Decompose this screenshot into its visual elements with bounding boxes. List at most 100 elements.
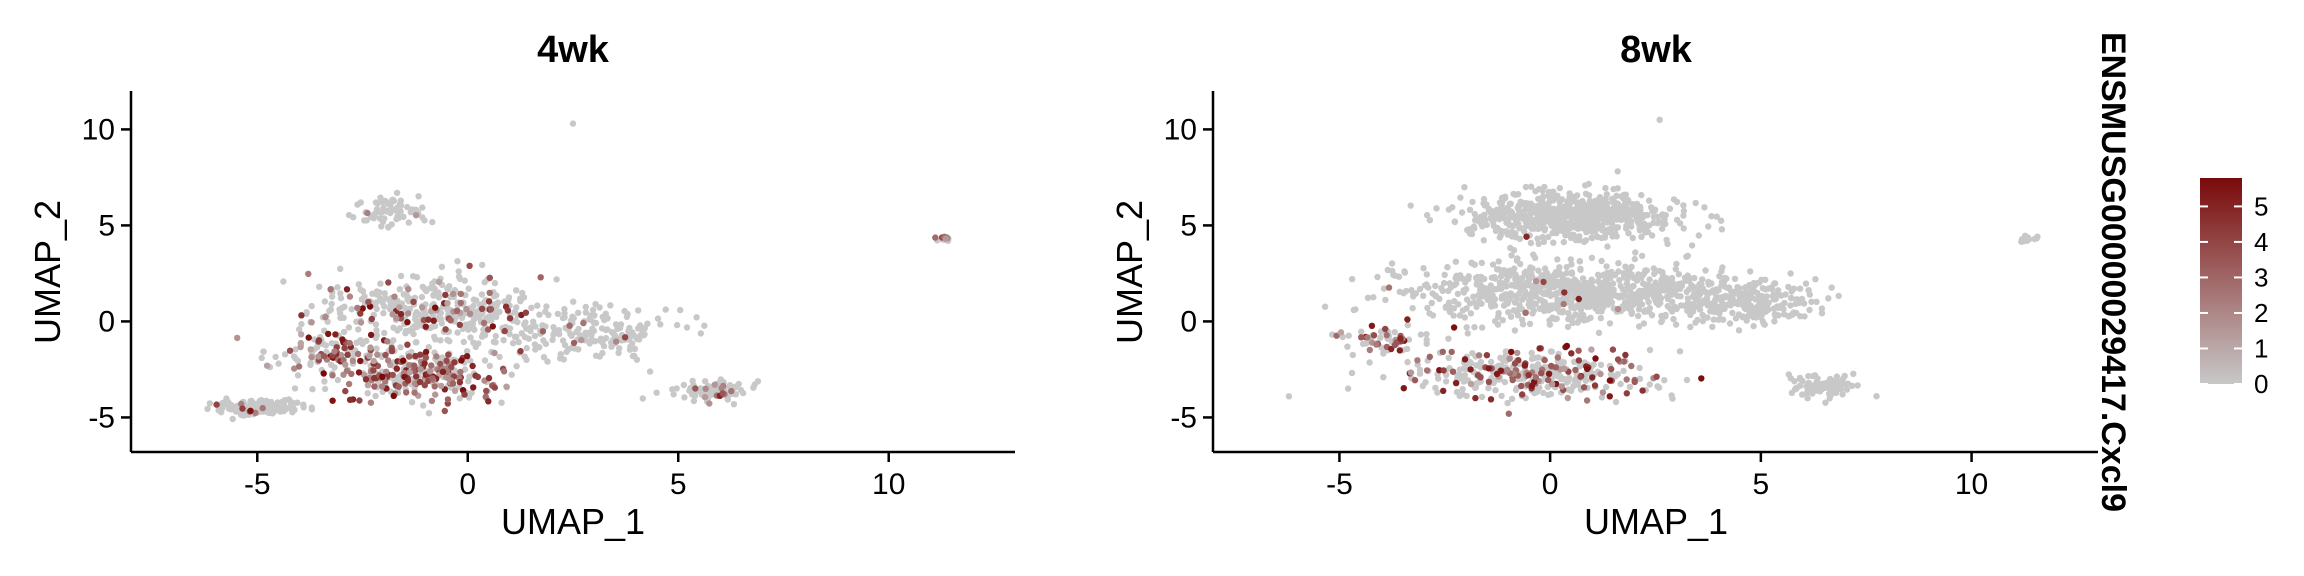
data-point: [334, 376, 342, 384]
data-point: [1756, 306, 1764, 313]
data-point: [486, 362, 493, 370]
data-point: [404, 203, 411, 211]
data-point: [1556, 184, 1564, 192]
data-point: [296, 326, 303, 333]
data-point: [1571, 377, 1579, 384]
data-point: [278, 401, 286, 408]
data-point: [1484, 296, 1492, 303]
data-point: [1759, 318, 1767, 325]
data-point: [1588, 346, 1595, 353]
data-point: [1550, 239, 1557, 246]
data-point: [357, 319, 365, 326]
y-tick-label: 10: [82, 113, 115, 146]
data-point: [1479, 324, 1486, 331]
legend-title: ENSMUSG00000029417.Cxcl9: [2094, 32, 2132, 512]
data-point: [411, 380, 419, 387]
data-point: [1626, 383, 1634, 391]
data-point: [1597, 314, 1605, 322]
data-point: [1485, 365, 1493, 372]
data-point: [1529, 220, 1536, 227]
data-point: [1548, 362, 1555, 370]
data-point: [412, 352, 419, 360]
y-axis-title: UMAP_2: [27, 200, 68, 344]
y-tick-label: 10: [1164, 113, 1197, 146]
data-point: [580, 319, 587, 327]
data-point: [1622, 351, 1629, 359]
data-point: [373, 299, 380, 306]
data-point: [1473, 362, 1480, 369]
data-point: [1645, 197, 1653, 204]
data-point: [1501, 378, 1509, 386]
data-point: [1404, 316, 1411, 323]
data-point: [341, 303, 348, 310]
data-point: [1718, 282, 1725, 289]
data-point: [1535, 225, 1542, 233]
data-point: [1796, 285, 1804, 292]
x-tick-label: -5: [1326, 468, 1353, 501]
data-point: [1452, 258, 1460, 265]
data-point: [444, 396, 452, 403]
data-point: [1654, 287, 1661, 294]
data-point: [1577, 265, 1584, 272]
data-point: [1532, 289, 1540, 296]
data-point: [522, 309, 530, 316]
panel-title: 8wk: [1620, 29, 1693, 71]
data-point: [491, 279, 499, 287]
data-point: [358, 339, 366, 346]
data-point: [493, 302, 500, 309]
data-point: [1420, 265, 1427, 272]
data-point: [259, 399, 267, 406]
data-point: [1564, 323, 1572, 331]
data-point: [1659, 268, 1666, 276]
data-point: [390, 392, 397, 400]
data-point: [385, 207, 392, 215]
data-point: [677, 306, 684, 314]
data-point: [1554, 303, 1562, 310]
data-point: [1578, 302, 1585, 309]
data-point: [1623, 376, 1630, 383]
data-point: [1538, 289, 1545, 296]
data-point: [612, 321, 620, 328]
data-point: [1646, 276, 1653, 283]
data-point: [1638, 252, 1646, 260]
data-point: [1514, 349, 1521, 357]
data-point: [470, 339, 477, 346]
data-point: [1687, 311, 1694, 319]
data-point: [1664, 303, 1671, 310]
data-point: [290, 353, 298, 360]
data-point: [692, 385, 699, 392]
data-point: [1708, 280, 1715, 287]
data-point: [1561, 289, 1568, 296]
data-point: [413, 274, 421, 281]
data-point: [1824, 383, 1831, 390]
data-point: [355, 281, 362, 288]
data-point: [1565, 212, 1572, 220]
data-point: [563, 348, 570, 355]
data-point: [321, 298, 329, 305]
data-point: [1435, 375, 1442, 382]
data-point: [1569, 319, 1576, 327]
data-point: [1656, 116, 1663, 124]
data-point: [389, 371, 396, 379]
data-point: [1641, 290, 1649, 297]
data-point: [500, 368, 508, 375]
data-point: [342, 361, 349, 368]
data-point: [1675, 271, 1683, 278]
data-point: [582, 309, 590, 316]
data-point: [412, 212, 420, 219]
data-point: [325, 330, 332, 338]
data-point: [1597, 370, 1604, 378]
data-point: [521, 333, 529, 341]
data-point: [1818, 305, 1826, 312]
data-point: [308, 406, 316, 413]
data-point: [1384, 266, 1392, 274]
data-point: [421, 217, 428, 224]
data-point: [592, 352, 600, 359]
data-point: [346, 339, 353, 347]
data-point: [1505, 410, 1513, 417]
data-point: [1665, 286, 1673, 293]
data-point: [1576, 312, 1584, 319]
data-point: [531, 341, 539, 348]
data-point: [1508, 395, 1516, 402]
data-point: [1423, 211, 1431, 219]
